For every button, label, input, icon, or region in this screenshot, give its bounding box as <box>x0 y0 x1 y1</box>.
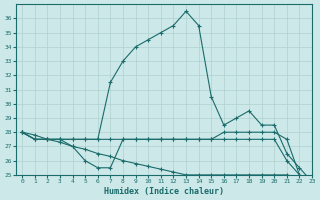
X-axis label: Humidex (Indice chaleur): Humidex (Indice chaleur) <box>104 187 224 196</box>
